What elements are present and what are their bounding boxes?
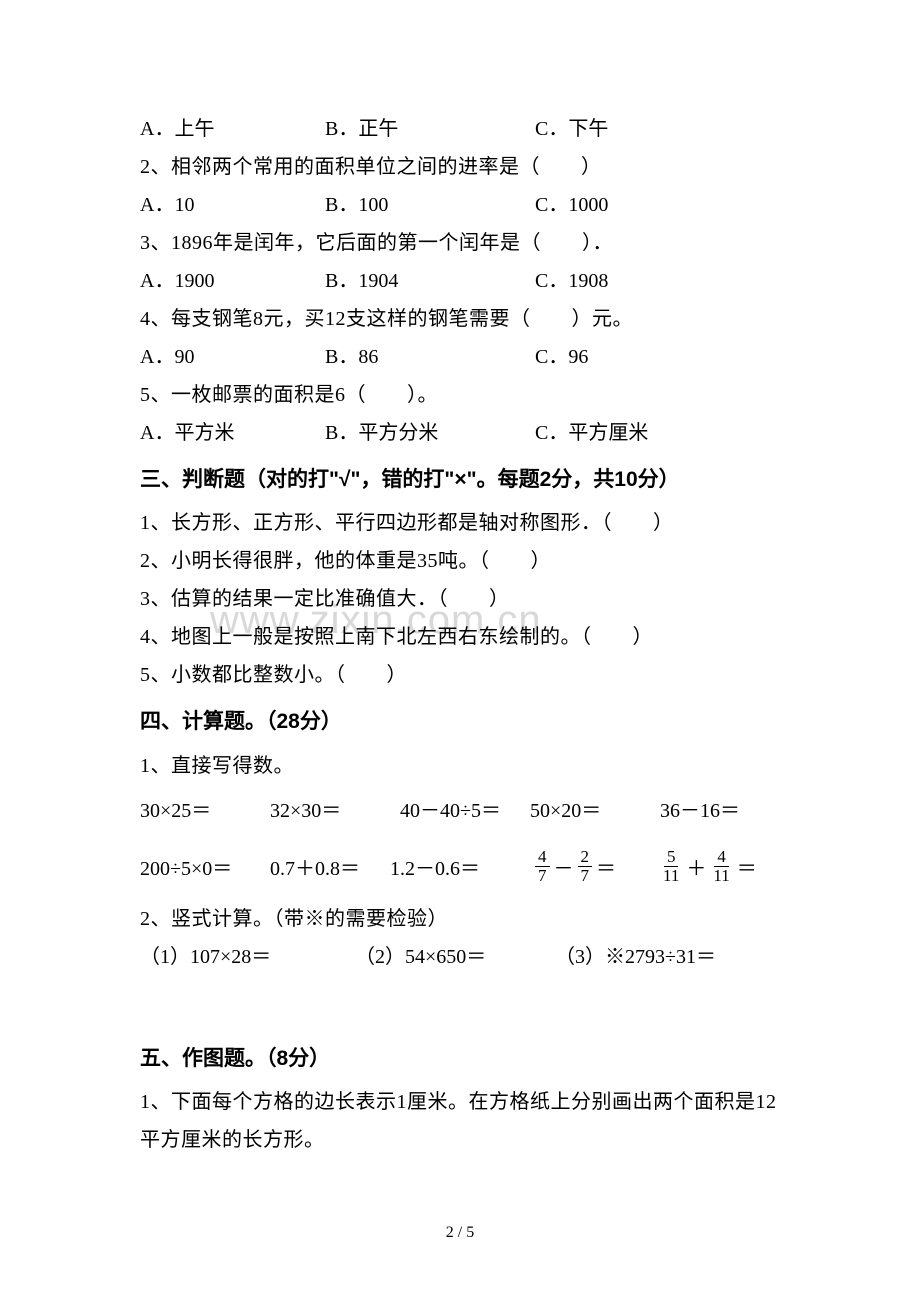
q1-opt-c: C．下午	[535, 110, 790, 148]
frac2-num: 2	[578, 848, 593, 868]
fraction-4: 4 11	[710, 848, 732, 886]
judge-item-2: 2、小明长得很胖，他的体重是35吨。（ ）	[140, 542, 790, 580]
q3-stem: 3、1896年是闰年，它后面的第一个闰年是（ ）．	[140, 224, 790, 262]
q4-opt-c: C．96	[535, 338, 790, 376]
q2-opt-c: C．1000	[535, 186, 790, 224]
section5-heading: 五、作图题。（8分）	[140, 1035, 790, 1083]
q3-options: A．1900 B．1904 C．1908	[140, 262, 790, 300]
frac4-den: 11	[710, 867, 732, 886]
fraction-2: 2 7	[578, 848, 593, 886]
q2-opt-a: A．10	[140, 186, 325, 224]
q2-opt-b: B．100	[325, 186, 535, 224]
q5-opt-b: B．平方分米	[325, 414, 535, 452]
q4-opt-b: B．86	[325, 338, 535, 376]
fraction-1: 4 7	[535, 848, 550, 886]
page-number: 2 / 5	[0, 1224, 920, 1242]
calc-2: 32×30＝	[270, 785, 400, 838]
q4-stem: 4、每支钢笔8元，买12支这样的钢笔需要（ ）元。	[140, 300, 790, 338]
calc-9: 4 7 － 2 7 ＝	[535, 848, 660, 886]
q5-stem: 5、一枚邮票的面积是6（ ）。	[140, 376, 790, 414]
calc-6: 200÷5×0＝	[140, 852, 270, 881]
vertical-calc-row: （1）107×28＝ （2）54×650＝ （3）※2793÷31＝	[140, 938, 790, 976]
q4-opt-a: A．90	[140, 338, 325, 376]
q3-opt-c: C．1908	[535, 262, 790, 300]
calc-row-1: 30×25＝ 32×30＝ 40－40÷5＝ 50×20＝ 36－16＝	[140, 785, 790, 838]
calc-sub1-label: 1、直接写得数。	[140, 747, 790, 785]
frac2-eq: ＝	[737, 852, 757, 881]
frac1-op: －	[554, 852, 574, 881]
q1-opt-a: A．上午	[140, 110, 325, 148]
judge-item-1: 1、长方形、正方形、平行四边形都是轴对称图形．（ ）	[140, 504, 790, 542]
vcalc-1: （1）107×28＝	[140, 938, 355, 976]
calc-3: 40－40÷5＝	[400, 785, 530, 838]
q4-options: A．90 B．86 C．96	[140, 338, 790, 376]
q1-options: A．上午 B．正午 C．下午	[140, 110, 790, 148]
calc-4: 50×20＝	[530, 785, 660, 838]
vcalc-2: （2）54×650＝	[355, 938, 555, 976]
calc-7: 0.7＋0.8＝	[270, 852, 390, 881]
judge-item-5: 5、小数都比整数小。（ ）	[140, 656, 790, 694]
q5-options: A．平方米 B．平方分米 C．平方厘米	[140, 414, 790, 452]
q3-opt-a: A．1900	[140, 262, 325, 300]
calc-5: 36－16＝	[660, 785, 790, 838]
section4-heading: 四、计算题。（28分）	[140, 698, 790, 746]
q1-opt-b: B．正午	[325, 110, 535, 148]
calc-8: 1.2－0.6＝	[390, 852, 535, 881]
q5-opt-c: C．平方厘米	[535, 414, 790, 452]
frac1-eq: ＝	[596, 852, 616, 881]
calc-10: 5 11 ＋ 4 11 ＝	[660, 848, 761, 886]
frac1-den: 7	[535, 867, 550, 886]
calc-1: 30×25＝	[140, 785, 270, 838]
frac2-op: ＋	[686, 852, 706, 881]
q3-opt-b: B．1904	[325, 262, 535, 300]
fraction-3: 5 11	[660, 848, 682, 886]
frac2-den: 7	[578, 867, 593, 886]
frac3-den: 11	[660, 867, 682, 886]
frac4-num: 4	[714, 848, 729, 868]
calc-row-2: 200÷5×0＝ 0.7＋0.8＝ 1.2－0.6＝ 4 7 － 2 7 ＝ 5…	[140, 848, 790, 886]
q2-options: A．10 B．100 C．1000	[140, 186, 790, 224]
vcalc-3: （3）※2793÷31＝	[555, 938, 790, 976]
q2-stem: 2、相邻两个常用的面积单位之间的进率是（ ）	[140, 148, 790, 186]
frac3-num: 5	[664, 848, 679, 868]
q5-opt-a: A．平方米	[140, 414, 325, 452]
frac1-num: 4	[535, 848, 550, 868]
judge-item-4: 4、地图上一般是按照上南下北左西右东绘制的。（ ）	[140, 618, 790, 656]
judge-item-3: 3、估算的结果一定比准确值大．（ ）	[140, 580, 790, 618]
spacer	[140, 976, 790, 1031]
draw-item-1: 1、下面每个方格的边长表示1厘米。在方格纸上分别画出两个面积是12平方厘米的长方…	[140, 1083, 790, 1159]
section3-heading: 三、判断题（对的打"√"，错的打"×"。每题2分，共10分）	[140, 456, 790, 504]
calc-sub2-label: 2、竖式计算。（带※的需要检验）	[140, 900, 790, 938]
